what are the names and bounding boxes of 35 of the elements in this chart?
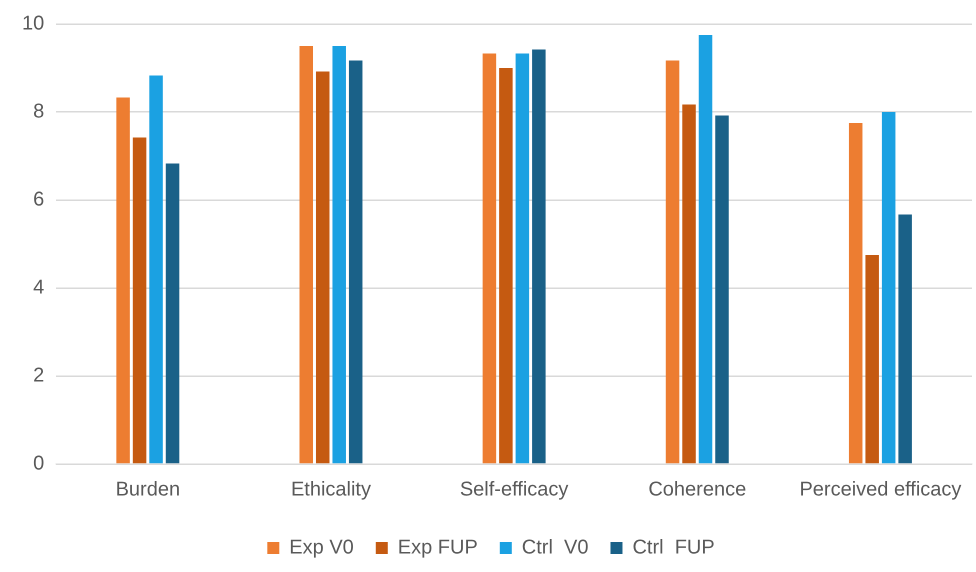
y-tick-label: 2: [33, 364, 44, 387]
y-tick-label: 6: [33, 188, 44, 211]
x-tick-label: Ethicality: [290, 478, 371, 501]
bar: [332, 46, 346, 464]
bar: [166, 163, 180, 464]
bar: [132, 138, 146, 464]
bar: [516, 53, 530, 464]
x-tick-label: Perceived efficacy: [799, 478, 962, 501]
bar: [149, 75, 163, 464]
bar: [698, 35, 712, 464]
bar: [532, 50, 546, 464]
bar: [348, 60, 362, 464]
legend-label: Exp FUP: [398, 536, 478, 559]
x-tick-label: Coherence: [648, 478, 746, 501]
bar: [715, 116, 729, 464]
legend-label: Ctrl V0: [522, 536, 588, 559]
bar: [482, 53, 496, 464]
bar: [499, 68, 513, 464]
y-tick-label: 8: [33, 100, 44, 123]
x-tick-label: Self-efficacy: [460, 478, 568, 501]
legend-label: Exp V0: [289, 536, 354, 559]
bar: [299, 46, 314, 464]
bar: [848, 123, 862, 464]
bar: [316, 72, 330, 464]
bar: [865, 255, 879, 464]
x-tick-label: Burden: [116, 478, 180, 501]
bar: [882, 112, 896, 464]
bar: [898, 214, 912, 464]
bar: [682, 104, 696, 464]
y-tick-label: 0: [33, 452, 44, 475]
y-tick-label: 10: [22, 12, 44, 35]
legend-label: Ctrl FUP: [632, 536, 715, 559]
bar: [116, 97, 130, 464]
y-tick-label: 4: [33, 276, 44, 299]
bar: [666, 60, 680, 464]
